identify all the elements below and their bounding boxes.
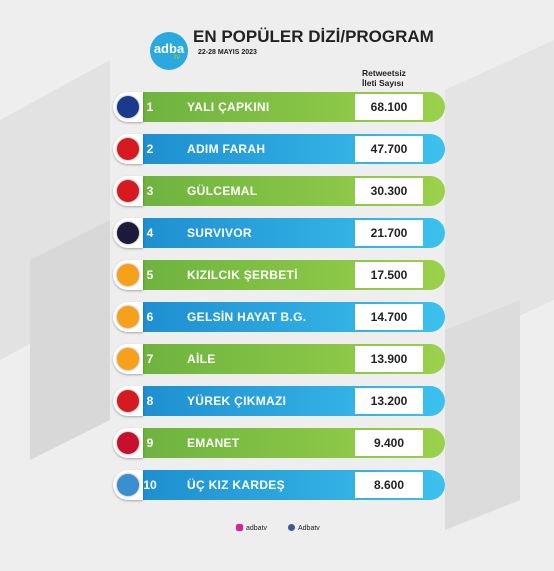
ranking-row: 7 AİLE 13.900 xyxy=(113,344,445,374)
ranking-row: 1 YALI ÇAPKINI 68.100 xyxy=(113,92,445,122)
rank: 8 xyxy=(146,394,154,408)
row-cap xyxy=(113,218,143,248)
channel-logo xyxy=(117,306,139,328)
row-cap xyxy=(113,92,143,122)
ranking-row: 8 YÜREK ÇIKMAZI 13.200 xyxy=(113,386,445,416)
rank: 9 xyxy=(146,436,154,450)
program-name: SURVIVOR xyxy=(187,226,252,240)
rank: 3 xyxy=(146,184,154,198)
ranking-row: 2 ADIM FARAH 47.700 xyxy=(113,134,445,164)
channel-logo xyxy=(117,264,139,286)
rank: 1 xyxy=(146,100,154,114)
ranking-row: 6 GELSİN HAYAT B.G. 14.700 xyxy=(113,302,445,332)
rank: 2 xyxy=(146,142,154,156)
channel-logo xyxy=(117,96,139,118)
column-label-line: İleti Sayısı xyxy=(362,78,404,88)
row-cap xyxy=(113,302,143,332)
facebook-handle: Adbatv xyxy=(288,524,320,532)
rank: 6 xyxy=(146,310,154,324)
post-count: 8.600 xyxy=(355,472,423,498)
ranking-row: 4 SURVIVOR 21.700 xyxy=(113,218,445,248)
logo-main: adba xyxy=(153,41,185,56)
row-cap xyxy=(113,176,143,206)
post-count: 47.700 xyxy=(355,136,423,162)
ranking-row: 5 KIZILCIK ŞERBETİ 17.500 xyxy=(113,260,445,290)
rank: 5 xyxy=(146,268,154,282)
row-cap xyxy=(113,134,143,164)
ranking-row: 3 GÜLCEMAL 30.300 xyxy=(113,176,445,206)
channel-logo xyxy=(117,180,139,202)
channel-logo xyxy=(117,348,139,370)
facebook-text: Adbatv xyxy=(298,525,320,532)
row-cap xyxy=(113,344,143,374)
row-cap xyxy=(113,260,143,290)
subtitle: 22-28 MAYIS 2023 xyxy=(198,49,257,56)
logo-sub: tv xyxy=(174,54,181,61)
rank: 10 xyxy=(143,478,157,492)
row-cap xyxy=(113,386,143,416)
program-name: YÜREK ÇIKMAZI xyxy=(187,394,287,408)
program-name: ÜÇ KIZ KARDEŞ xyxy=(187,478,285,492)
channel-logo xyxy=(117,222,139,244)
row-cap xyxy=(113,428,143,458)
program-name: EMANET xyxy=(187,436,240,450)
brand-logo: adba tv xyxy=(150,32,188,70)
row-cap xyxy=(113,470,143,500)
program-name: GÜLCEMAL xyxy=(187,184,258,198)
channel-logo xyxy=(117,390,139,412)
instagram-text: adbatv xyxy=(246,525,268,532)
channel-logo xyxy=(117,432,139,454)
post-count: 13.900 xyxy=(355,346,423,372)
post-count: 13.200 xyxy=(355,388,423,414)
program-name: YALI ÇAPKINI xyxy=(187,100,270,114)
channel-logo xyxy=(117,138,139,160)
title: EN POPÜLER DİZİ/PROGRAM xyxy=(193,27,434,46)
post-count: 9.400 xyxy=(355,430,423,456)
instagram-handle: adbatv xyxy=(236,524,267,532)
ranking-row: 9 EMANET 9.400 xyxy=(113,428,445,458)
post-count: 30.300 xyxy=(355,178,423,204)
post-count: 68.100 xyxy=(355,94,423,120)
post-count: 17.500 xyxy=(355,262,423,288)
ranking-row: 10 ÜÇ KIZ KARDEŞ 8.600 xyxy=(113,470,445,500)
column-label: Retweetsiz İleti Sayısı xyxy=(362,68,406,88)
program-name: KIZILCIK ŞERBETİ xyxy=(187,268,298,282)
post-count: 21.700 xyxy=(355,220,423,246)
program-name: AİLE xyxy=(187,352,216,366)
channel-logo xyxy=(117,474,139,496)
rank: 4 xyxy=(146,226,154,240)
program-name: GELSİN HAYAT B.G. xyxy=(187,310,307,324)
column-label-line: Retweetsiz xyxy=(362,68,406,78)
program-name: ADIM FARAH xyxy=(187,142,266,156)
post-count: 14.700 xyxy=(355,304,423,330)
rank: 7 xyxy=(146,352,154,366)
